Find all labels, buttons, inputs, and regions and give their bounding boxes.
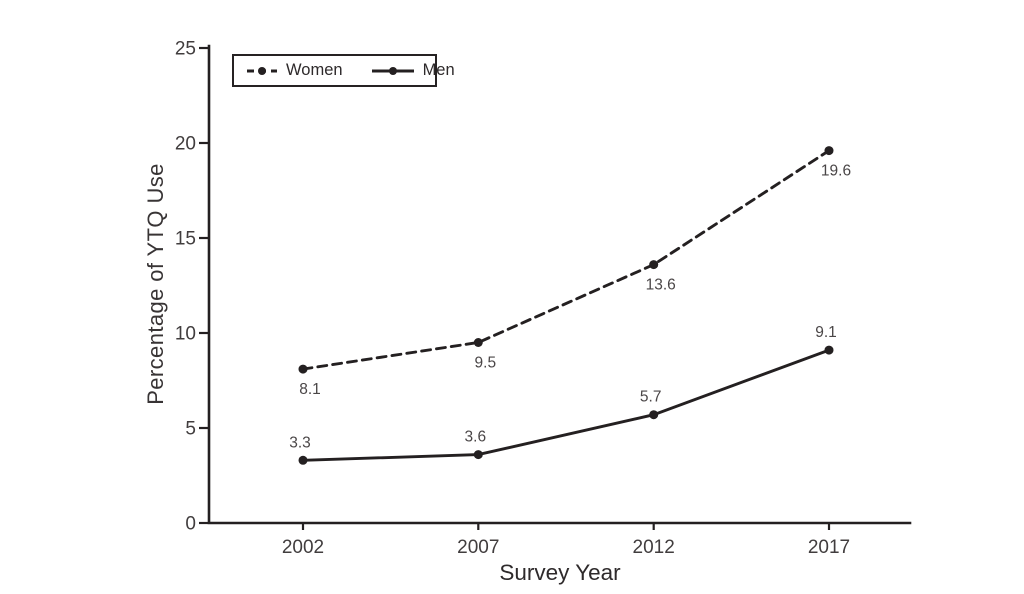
women-marker [649, 260, 659, 270]
women-line-sample-icon [247, 66, 277, 75]
men-line [301, 348, 831, 462]
legend-label-women: Women [286, 61, 343, 79]
women-marker [473, 338, 483, 347]
y-tick-label: 10 [175, 324, 196, 345]
y-axis-title: Percentage of YTQ Use [143, 163, 168, 405]
x-tick-label: 2012 [633, 537, 675, 558]
y-tick-label: 25 [175, 39, 196, 60]
men-marker [824, 345, 834, 355]
x-tick-label: 2002 [282, 537, 324, 558]
men-line-sample-icon [371, 66, 414, 75]
women-marker [824, 146, 834, 156]
men-marker [298, 455, 308, 465]
women-point-label: 9.5 [475, 355, 497, 372]
men-point-label: 3.6 [465, 429, 487, 446]
legend-item-women: Women [246, 61, 343, 80]
legend-label-men: Men [422, 61, 455, 79]
legend: Women Men [232, 54, 455, 87]
women-line [301, 149, 831, 371]
x-tick-label: 2017 [808, 537, 850, 558]
y-tick-label: 20 [175, 134, 196, 155]
x-axis-title: Survey Year [499, 560, 621, 585]
women-point-label: 19.6 [821, 163, 851, 180]
men-point-label: 3.3 [289, 434, 311, 451]
axes [207, 44, 912, 525]
y-tick-label: 0 [185, 514, 196, 535]
women-point-label: 13.6 [646, 277, 676, 294]
men-marker [473, 450, 483, 460]
women-point-label: 8.1 [299, 381, 321, 398]
legend-item-men: Men [371, 61, 455, 80]
men-point-label: 9.1 [815, 324, 837, 341]
men-marker [649, 410, 659, 420]
x-tick-label: 2007 [457, 537, 499, 558]
y-tick-label: 15 [175, 229, 196, 250]
women-marker [298, 364, 308, 374]
men-point-label: 5.7 [640, 389, 662, 406]
y-tick-label: 5 [185, 419, 196, 440]
